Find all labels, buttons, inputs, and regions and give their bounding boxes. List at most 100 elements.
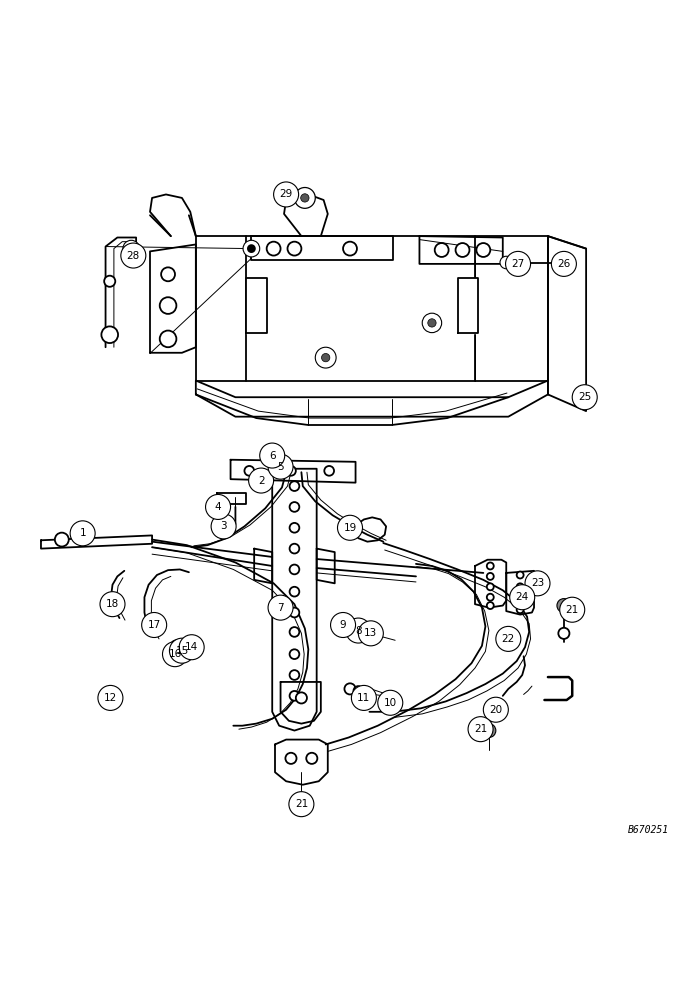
Circle shape bbox=[290, 587, 300, 597]
Text: 17: 17 bbox=[148, 620, 161, 630]
Text: 8: 8 bbox=[355, 626, 362, 636]
Circle shape bbox=[500, 256, 512, 269]
Circle shape bbox=[332, 620, 342, 630]
Circle shape bbox=[330, 612, 356, 638]
Circle shape bbox=[102, 326, 118, 343]
Circle shape bbox=[295, 188, 315, 208]
Text: 5: 5 bbox=[277, 462, 284, 472]
Circle shape bbox=[160, 331, 176, 347]
Text: 25: 25 bbox=[578, 392, 592, 402]
Circle shape bbox=[179, 635, 204, 660]
Polygon shape bbox=[272, 469, 316, 731]
Text: 11: 11 bbox=[357, 693, 370, 703]
Circle shape bbox=[141, 612, 167, 638]
Circle shape bbox=[346, 618, 371, 643]
Circle shape bbox=[162, 642, 188, 667]
Circle shape bbox=[515, 258, 525, 267]
Polygon shape bbox=[217, 493, 246, 504]
Text: 10: 10 bbox=[384, 698, 397, 708]
Circle shape bbox=[161, 267, 175, 281]
Circle shape bbox=[290, 544, 300, 553]
Circle shape bbox=[510, 585, 535, 610]
Circle shape bbox=[268, 595, 293, 620]
Polygon shape bbox=[41, 535, 152, 549]
Text: 28: 28 bbox=[127, 251, 140, 261]
Circle shape bbox=[321, 353, 330, 362]
Polygon shape bbox=[458, 278, 479, 333]
Circle shape bbox=[274, 459, 284, 469]
Circle shape bbox=[178, 642, 188, 652]
Circle shape bbox=[268, 454, 293, 479]
Circle shape bbox=[344, 683, 356, 694]
Circle shape bbox=[346, 624, 356, 633]
Circle shape bbox=[337, 515, 363, 540]
Text: 19: 19 bbox=[344, 523, 356, 533]
Circle shape bbox=[244, 466, 254, 476]
Text: 23: 23 bbox=[531, 578, 544, 588]
Circle shape bbox=[121, 243, 146, 268]
Text: 27: 27 bbox=[512, 259, 525, 269]
Circle shape bbox=[296, 692, 307, 703]
Circle shape bbox=[301, 194, 309, 202]
Polygon shape bbox=[281, 682, 321, 724]
Circle shape bbox=[295, 795, 308, 809]
Text: 18: 18 bbox=[106, 599, 119, 609]
Polygon shape bbox=[196, 236, 548, 381]
Circle shape bbox=[100, 592, 125, 617]
Circle shape bbox=[483, 697, 508, 722]
Circle shape bbox=[351, 685, 377, 710]
Circle shape bbox=[55, 533, 69, 547]
Polygon shape bbox=[150, 244, 196, 353]
Circle shape bbox=[486, 583, 493, 590]
Circle shape bbox=[364, 628, 375, 639]
Text: 4: 4 bbox=[215, 502, 221, 512]
Circle shape bbox=[70, 521, 95, 546]
Circle shape bbox=[290, 691, 300, 701]
Circle shape bbox=[378, 690, 402, 715]
Circle shape bbox=[286, 466, 296, 476]
Circle shape bbox=[288, 242, 302, 256]
Circle shape bbox=[517, 572, 524, 578]
Circle shape bbox=[517, 583, 524, 590]
Polygon shape bbox=[419, 236, 503, 264]
Circle shape bbox=[340, 622, 349, 631]
Circle shape bbox=[486, 562, 493, 569]
Circle shape bbox=[486, 602, 493, 609]
Text: 15: 15 bbox=[175, 646, 188, 656]
Circle shape bbox=[267, 242, 281, 256]
Circle shape bbox=[211, 514, 236, 539]
Circle shape bbox=[486, 573, 493, 580]
Circle shape bbox=[290, 627, 300, 637]
Polygon shape bbox=[475, 560, 506, 608]
Polygon shape bbox=[275, 740, 328, 785]
Circle shape bbox=[290, 502, 300, 512]
Circle shape bbox=[290, 481, 300, 491]
Circle shape bbox=[169, 638, 195, 663]
Circle shape bbox=[343, 242, 357, 256]
Circle shape bbox=[307, 753, 317, 764]
Polygon shape bbox=[246, 278, 267, 333]
Circle shape bbox=[505, 251, 531, 276]
Text: B670251: B670251 bbox=[629, 825, 669, 835]
Circle shape bbox=[290, 649, 300, 659]
Circle shape bbox=[358, 621, 384, 646]
Text: 6: 6 bbox=[269, 451, 276, 461]
Text: 2: 2 bbox=[258, 476, 265, 486]
Polygon shape bbox=[316, 549, 335, 583]
Circle shape bbox=[248, 245, 255, 252]
Circle shape bbox=[324, 466, 334, 476]
Circle shape bbox=[517, 595, 524, 602]
Polygon shape bbox=[506, 571, 534, 615]
Circle shape bbox=[186, 644, 195, 654]
Circle shape bbox=[160, 297, 176, 314]
Text: 16: 16 bbox=[169, 649, 181, 659]
Circle shape bbox=[171, 640, 182, 651]
Text: 12: 12 bbox=[104, 693, 117, 703]
Polygon shape bbox=[196, 381, 548, 417]
Circle shape bbox=[290, 565, 300, 574]
Text: 1: 1 bbox=[79, 528, 86, 538]
Text: 13: 13 bbox=[364, 628, 377, 638]
Circle shape bbox=[289, 792, 314, 817]
Circle shape bbox=[559, 628, 569, 639]
Circle shape bbox=[290, 608, 300, 617]
